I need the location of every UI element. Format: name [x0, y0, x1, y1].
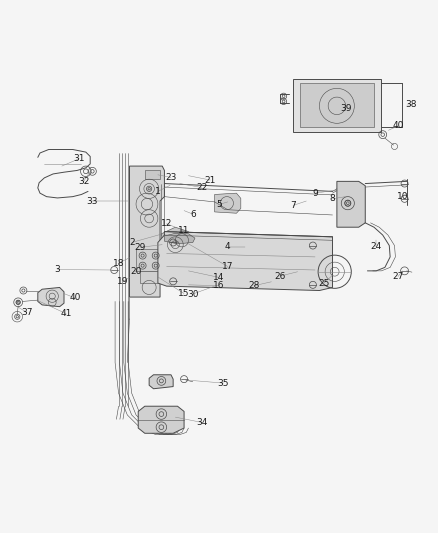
Text: 5: 5: [216, 200, 222, 209]
Polygon shape: [337, 181, 365, 227]
Text: 11: 11: [178, 226, 190, 235]
Text: 30: 30: [187, 289, 198, 298]
Text: 40: 40: [69, 294, 81, 302]
Polygon shape: [140, 271, 158, 283]
Polygon shape: [149, 375, 173, 389]
Text: 14: 14: [213, 273, 225, 282]
Polygon shape: [164, 233, 195, 244]
Text: 31: 31: [74, 154, 85, 163]
Text: 17: 17: [222, 262, 233, 271]
Polygon shape: [300, 83, 374, 127]
Text: 24: 24: [371, 243, 382, 252]
Text: 37: 37: [21, 308, 33, 317]
Text: 40: 40: [392, 122, 404, 131]
Text: 9: 9: [312, 189, 318, 198]
Text: 41: 41: [60, 309, 72, 318]
Text: 18: 18: [113, 259, 124, 268]
Polygon shape: [145, 171, 160, 179]
Polygon shape: [293, 79, 381, 132]
Text: 23: 23: [165, 173, 177, 182]
Text: 26: 26: [275, 272, 286, 280]
Text: 21: 21: [205, 175, 216, 184]
Polygon shape: [130, 166, 164, 297]
Text: 16: 16: [213, 281, 225, 290]
Text: 1: 1: [155, 187, 161, 196]
Text: 32: 32: [78, 177, 89, 186]
Polygon shape: [136, 249, 162, 271]
Text: 25: 25: [318, 279, 329, 288]
Polygon shape: [38, 287, 64, 306]
Text: 3: 3: [55, 265, 60, 274]
Text: 38: 38: [405, 100, 417, 109]
Text: 34: 34: [196, 418, 207, 427]
Polygon shape: [158, 231, 332, 290]
Text: 35: 35: [218, 378, 229, 387]
Text: 6: 6: [190, 209, 196, 219]
Polygon shape: [161, 227, 188, 262]
Text: 33: 33: [87, 197, 98, 206]
Polygon shape: [215, 193, 241, 213]
Text: 2: 2: [129, 238, 134, 247]
Text: 20: 20: [131, 267, 142, 276]
Text: 27: 27: [392, 272, 404, 281]
Text: 19: 19: [117, 277, 129, 286]
Text: 8: 8: [330, 195, 336, 203]
Polygon shape: [138, 406, 184, 433]
Text: 15: 15: [178, 289, 190, 298]
Text: 4: 4: [225, 243, 230, 252]
Text: 28: 28: [248, 281, 260, 290]
Text: 10: 10: [397, 192, 408, 201]
Text: 7: 7: [290, 201, 296, 210]
Text: 12: 12: [161, 219, 172, 228]
Text: 29: 29: [135, 243, 146, 252]
Text: 22: 22: [196, 183, 207, 192]
Text: 39: 39: [340, 104, 351, 113]
